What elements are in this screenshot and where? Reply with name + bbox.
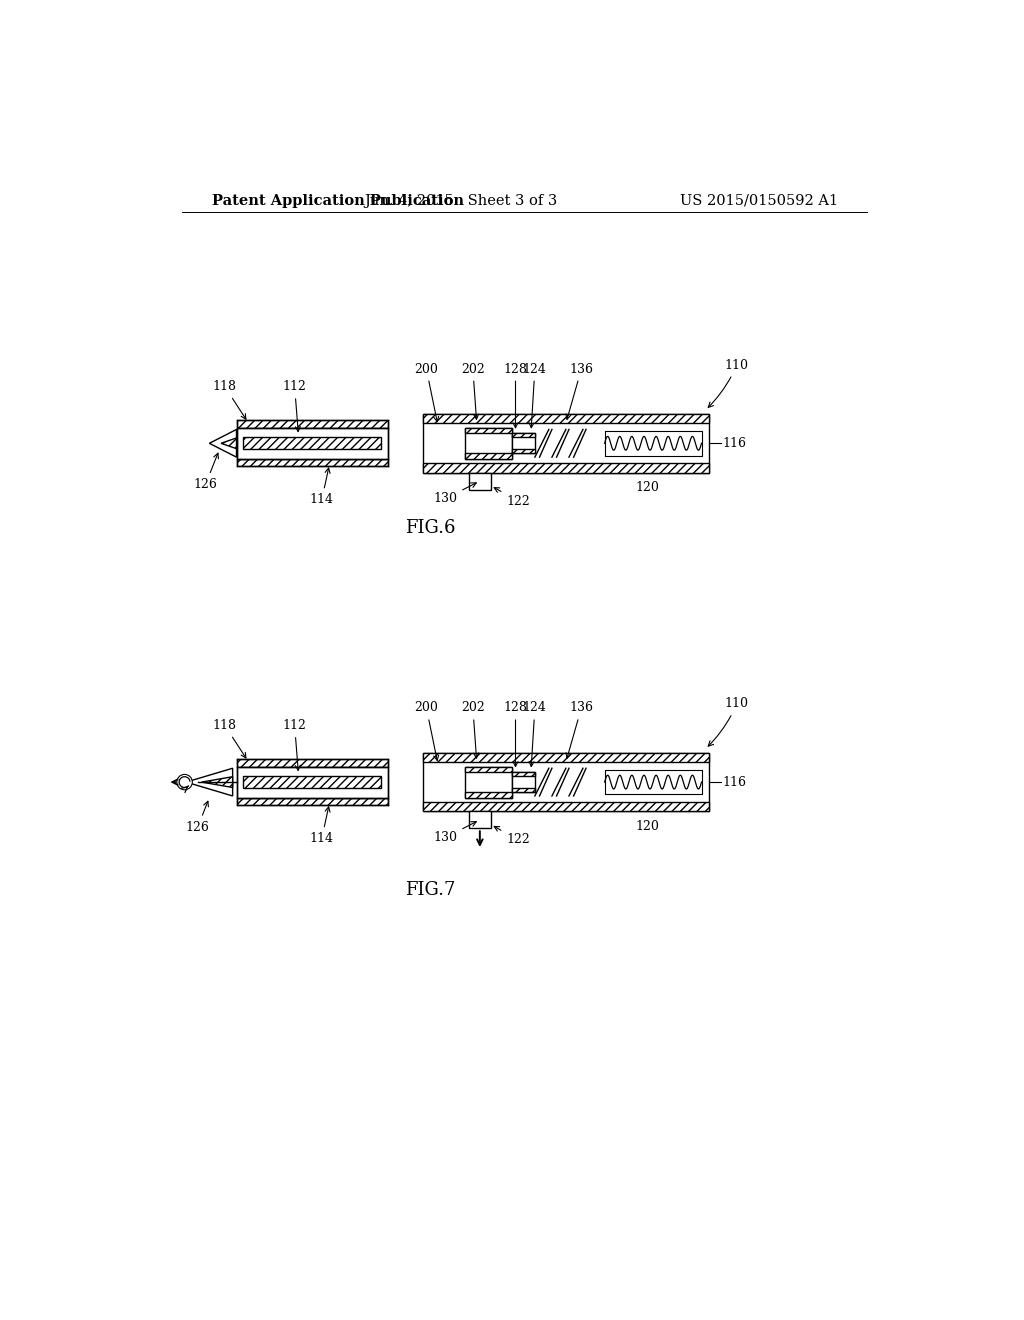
Text: 116: 116 xyxy=(722,437,746,450)
Bar xyxy=(512,450,535,453)
Text: 126: 126 xyxy=(194,453,218,491)
Text: 130: 130 xyxy=(433,821,476,843)
Polygon shape xyxy=(221,438,237,449)
Text: 110: 110 xyxy=(709,359,749,408)
Text: 128: 128 xyxy=(504,363,527,428)
Text: 124: 124 xyxy=(523,363,547,428)
Bar xyxy=(512,788,535,792)
Bar xyxy=(512,433,535,453)
Text: 128: 128 xyxy=(504,701,527,767)
Bar xyxy=(237,428,388,459)
Bar xyxy=(243,776,381,788)
Text: FIG.7: FIG.7 xyxy=(406,880,456,899)
Text: FIG.6: FIG.6 xyxy=(406,519,456,537)
Text: Jun. 4, 2015   Sheet 3 of 3: Jun. 4, 2015 Sheet 3 of 3 xyxy=(365,194,558,207)
Text: 112: 112 xyxy=(283,719,306,771)
Text: 118: 118 xyxy=(213,719,246,758)
Text: 200: 200 xyxy=(415,701,438,760)
Polygon shape xyxy=(209,429,237,457)
Bar xyxy=(469,473,490,490)
Text: 110: 110 xyxy=(709,697,749,746)
Text: Patent Application Publication: Patent Application Publication xyxy=(212,194,464,207)
Bar xyxy=(465,767,512,797)
Text: 122: 122 xyxy=(495,826,530,846)
Text: 136: 136 xyxy=(566,701,593,758)
Bar xyxy=(423,752,710,812)
Bar xyxy=(604,770,701,795)
Text: 114: 114 xyxy=(309,807,334,845)
Bar xyxy=(465,792,512,797)
Text: 120: 120 xyxy=(635,820,659,833)
Polygon shape xyxy=(202,776,232,788)
Text: 112: 112 xyxy=(283,380,306,432)
Bar xyxy=(237,459,388,466)
Text: 116: 116 xyxy=(722,776,746,788)
Text: 124: 124 xyxy=(523,701,547,767)
Bar xyxy=(469,812,490,829)
Bar xyxy=(423,803,710,812)
Bar xyxy=(512,772,535,776)
Text: US 2015/0150592 A1: US 2015/0150592 A1 xyxy=(680,194,838,207)
Text: 200: 200 xyxy=(415,363,438,421)
Bar xyxy=(512,433,535,437)
Bar xyxy=(237,759,388,767)
Bar xyxy=(465,453,512,459)
Bar xyxy=(237,767,388,797)
Bar xyxy=(423,463,710,473)
Bar xyxy=(243,437,381,449)
Bar xyxy=(237,420,388,428)
Polygon shape xyxy=(186,768,232,796)
Bar xyxy=(512,772,535,792)
Bar xyxy=(423,752,710,762)
Bar xyxy=(465,767,512,772)
Text: 126: 126 xyxy=(185,801,210,834)
Circle shape xyxy=(177,775,193,789)
Text: 202: 202 xyxy=(461,701,484,758)
Bar xyxy=(423,414,710,424)
Text: 136: 136 xyxy=(566,363,593,420)
Text: 122: 122 xyxy=(495,487,530,508)
Bar xyxy=(423,414,710,473)
Bar xyxy=(465,428,512,433)
Text: 120: 120 xyxy=(635,482,659,495)
Bar xyxy=(604,432,701,455)
Bar xyxy=(465,428,512,459)
Bar xyxy=(237,797,388,805)
Text: 202: 202 xyxy=(461,363,484,420)
Text: 118: 118 xyxy=(213,380,246,420)
Text: 130: 130 xyxy=(433,483,476,506)
Text: 114: 114 xyxy=(309,469,334,507)
